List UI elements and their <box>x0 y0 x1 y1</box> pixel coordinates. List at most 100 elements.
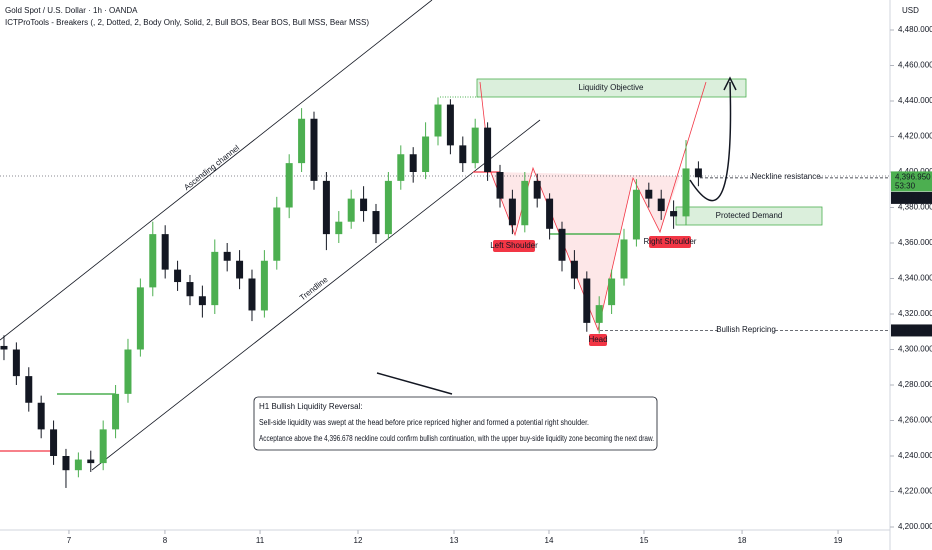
candle-body <box>174 269 182 283</box>
y-tick-label: 4,300.000 <box>898 345 932 354</box>
candle-body <box>657 198 665 212</box>
candle-body <box>595 305 603 323</box>
candle-body <box>347 198 355 222</box>
candle-body <box>583 278 591 323</box>
candle-body <box>533 180 541 199</box>
head-label: Head <box>588 335 607 344</box>
candle-body <box>570 260 578 279</box>
candle-body <box>62 456 70 471</box>
channel-upper <box>0 0 433 341</box>
candle-body <box>384 180 392 235</box>
y-tick-label: 4,340.000 <box>898 274 932 283</box>
price-label-bg <box>891 171 932 192</box>
candle-body <box>459 145 467 164</box>
y-tick-label: 4,360.000 <box>898 238 932 247</box>
candle-body <box>632 189 640 240</box>
trendline-label: Trendline <box>298 275 330 303</box>
channel-lower <box>91 119 541 471</box>
candle-body <box>620 239 628 279</box>
candle-body <box>546 198 554 229</box>
candle-body <box>112 393 120 430</box>
candle-body <box>372 211 380 235</box>
note-line: Acceptance above the 4,396.678 neckline … <box>259 434 654 443</box>
liquidity-zone <box>476 78 747 98</box>
candle-body <box>50 429 58 456</box>
head-label-bg <box>589 334 607 346</box>
candle-body <box>360 198 368 212</box>
note-line: Sell-side liquidity was swept at the hea… <box>259 418 589 427</box>
price-label: 4,396.950 <box>895 173 931 182</box>
repricing-label: Bullish Repricing <box>716 325 776 334</box>
candle-body <box>670 211 678 217</box>
candle-body <box>335 221 343 235</box>
left-shoulder-label: Left Shoulder <box>490 241 538 250</box>
repricing-label-bg <box>718 325 774 335</box>
liquidity-zone-label: Liquidity Objective <box>579 83 644 92</box>
candle-body <box>161 234 169 270</box>
price-label-bg <box>891 191 932 204</box>
candle-body <box>484 127 492 172</box>
x-tick-label: 14 <box>545 536 554 545</box>
demand-zone-label: Protected Demand <box>716 211 783 220</box>
candle-body <box>521 180 529 226</box>
candle-body <box>0 345 8 350</box>
candle-body <box>273 207 281 261</box>
y-tick-label: 4,460.000 <box>898 61 932 70</box>
y-tick-label: 4,280.000 <box>898 380 932 389</box>
y-tick-label: 4,380.000 <box>898 203 932 212</box>
candle-body <box>198 296 206 306</box>
x-tick-label: 7 <box>67 536 72 545</box>
price-label: 4,396.678 <box>895 193 931 202</box>
candle-body <box>149 234 157 288</box>
x-tick-label: 15 <box>640 536 649 545</box>
candle-body <box>471 127 479 164</box>
y-tick-label: 4,240.000 <box>898 451 932 460</box>
candle-body <box>37 402 45 430</box>
left-shoulder-label-bg <box>493 240 535 252</box>
projection-arrow <box>689 81 732 202</box>
candle-body <box>236 260 244 279</box>
candle-body <box>260 260 268 311</box>
price-label: 4,310.736 <box>895 326 931 335</box>
candle-body <box>298 118 306 164</box>
candle-body <box>558 228 566 261</box>
candle-body <box>422 136 430 172</box>
y-tick-label: 4,200.000 <box>898 522 932 531</box>
note-title: H1 Bullish Liquidity Reversal: <box>259 402 363 411</box>
candle-body <box>608 278 616 306</box>
candle-body <box>211 251 219 306</box>
candle-body <box>25 376 33 403</box>
candle-body <box>446 104 454 146</box>
candle-body <box>99 429 107 464</box>
y-tick-label: 4,480.000 <box>898 25 932 34</box>
candle-body <box>434 104 442 137</box>
y-tick-label: 4,320.000 <box>898 309 932 318</box>
x-tick-label: 11 <box>256 536 265 545</box>
indicator-label: ICTProTools - Breakers (, 2, Dotted, 2, … <box>5 18 369 27</box>
x-tick-label: 8 <box>163 536 168 545</box>
chart-title: Gold Spot / U.S. Dollar · 1h · OANDA <box>5 6 138 15</box>
candle-body <box>87 459 95 464</box>
candle-body <box>223 251 231 261</box>
y-tick-label: 4,220.000 <box>898 487 932 496</box>
candle-body <box>508 198 516 226</box>
neckline-label: Neckline resistance <box>751 172 821 181</box>
x-tick-label: 19 <box>834 536 843 545</box>
note-pointer <box>376 372 453 395</box>
neckline-label-bg <box>752 172 820 182</box>
candle-body <box>694 168 702 178</box>
right-shoulder-label-bg <box>649 236 691 248</box>
x-tick-label: 13 <box>450 536 459 545</box>
candle-body <box>409 154 417 172</box>
candle-body <box>136 287 144 350</box>
candle-body <box>496 172 504 199</box>
x-tick-label: 18 <box>738 536 747 545</box>
price-timer: 53:30 <box>895 182 916 191</box>
candle-body <box>124 349 132 394</box>
candle-body <box>682 168 690 217</box>
pattern-fill <box>490 168 680 330</box>
axis-unit: USD <box>902 6 919 15</box>
right-shoulder-label: Right Shoulder <box>644 237 697 246</box>
